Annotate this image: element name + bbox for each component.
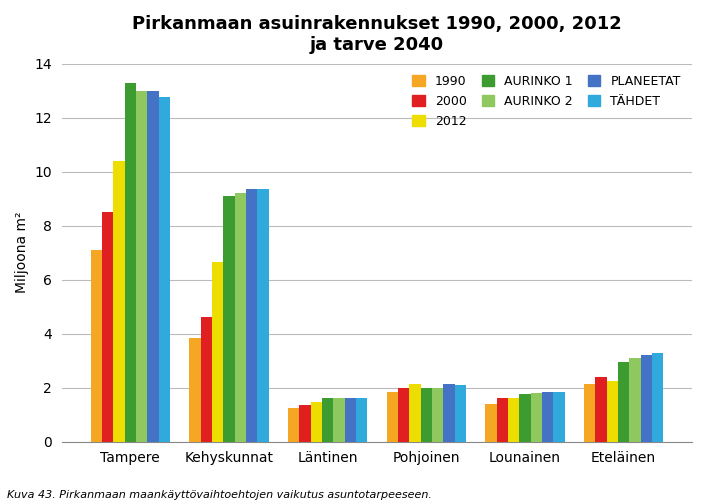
Bar [257, 189, 269, 442]
Bar [136, 91, 147, 442]
Bar [333, 398, 344, 442]
Bar [356, 398, 368, 442]
Bar [398, 388, 409, 442]
Title: Pirkanmaan asuinrakennukset 1990, 2000, 2012
ja tarve 2040: Pirkanmaan asuinrakennukset 1990, 2000, … [132, 15, 622, 54]
Bar [554, 392, 565, 442]
Bar [485, 404, 496, 442]
Legend: 1990, 2000, 2012, AURINKO 1, AURINKO 2, PLANEETAT, TÄHDET: 1990, 2000, 2012, AURINKO 1, AURINKO 2, … [407, 70, 686, 133]
Bar [201, 317, 212, 442]
Bar [223, 196, 235, 442]
Bar [455, 385, 466, 442]
Bar [212, 262, 223, 442]
Bar [496, 398, 508, 442]
Bar [641, 355, 652, 442]
Bar [299, 405, 310, 442]
Bar [542, 392, 554, 442]
Bar [432, 388, 443, 442]
Bar [246, 189, 257, 442]
Bar [90, 250, 102, 442]
Bar [531, 393, 542, 442]
Bar [102, 212, 113, 442]
Bar [443, 384, 455, 442]
Bar [387, 392, 398, 442]
Bar [421, 388, 432, 442]
Bar [235, 193, 246, 442]
Bar [629, 358, 641, 442]
Bar [520, 394, 531, 442]
Bar [607, 381, 618, 442]
Bar [189, 338, 201, 442]
Y-axis label: Miljoona m²: Miljoona m² [15, 212, 29, 293]
Bar [595, 377, 607, 442]
Bar [322, 398, 333, 442]
Bar [158, 98, 170, 442]
Bar [584, 384, 595, 442]
Bar [288, 408, 299, 442]
Bar [652, 353, 663, 442]
Bar [409, 384, 421, 442]
Text: Kuva 43. Pirkanmaan maankäyttövaihtoehtojen vaikutus asuntotarpeeseen.: Kuva 43. Pirkanmaan maankäyttövaihtoehto… [7, 490, 432, 500]
Bar [618, 362, 629, 442]
Bar [310, 402, 322, 442]
Bar [147, 91, 158, 442]
Bar [124, 82, 136, 442]
Bar [508, 398, 520, 442]
Bar [344, 398, 356, 442]
Bar [113, 161, 124, 442]
